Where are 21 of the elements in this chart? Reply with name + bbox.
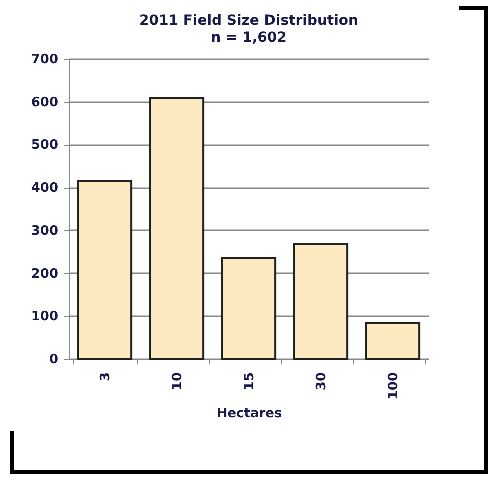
y-tick-label: 600 [31,95,58,110]
chart-title: 2011 Field Size Distribution [139,13,359,29]
y-tick-label: 0 [49,352,58,368]
chart-subtitle: n = 1,602 [211,30,287,46]
bar [77,180,133,360]
bar [149,97,205,360]
y-tick-label: 500 [31,138,58,154]
y-tick-label: 400 [31,181,58,196]
x-tick-label: 100 [386,372,402,400]
x-axis-title: Hectares [216,406,282,422]
bar [365,322,421,360]
x-tick-label: 10 [170,372,186,391]
x-tick-label: 15 [242,372,258,391]
bar [221,257,277,360]
y-tick-label: 700 [31,52,58,68]
x-tick-label: 30 [314,372,330,391]
y-tick-label: 300 [31,224,58,239]
bar [293,243,349,360]
y-tick-label: 200 [31,266,58,282]
y-tick-label: 100 [31,310,58,325]
x-tick-label: 3 [98,372,114,382]
